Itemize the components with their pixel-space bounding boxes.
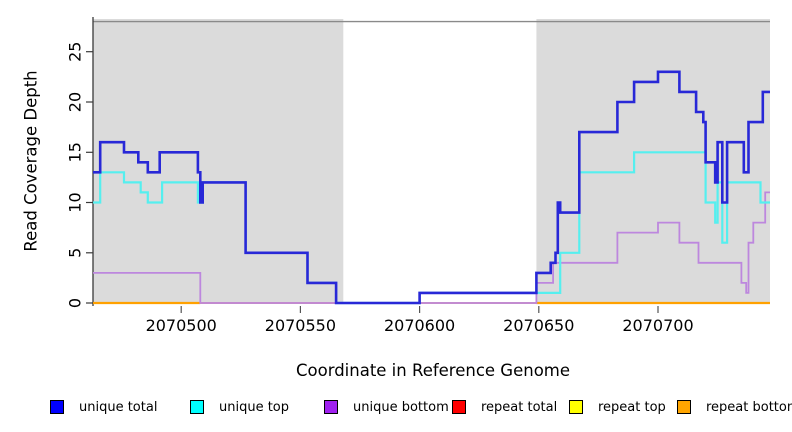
left-gray-region xyxy=(93,19,344,304)
x-axis-title: Coordinate in Reference Genome xyxy=(295,361,571,380)
x-tick-label: 2070500 xyxy=(146,316,217,335)
y-tick-label: 25 xyxy=(66,42,85,62)
legend-label: unique bottom xyxy=(353,399,449,415)
y-axis-title: Read Coverage Depth xyxy=(21,70,41,252)
x-tick-label: 2070650 xyxy=(503,316,574,335)
y-tick-label: 10 xyxy=(66,192,85,212)
legend-swatch-repeat-bottom xyxy=(677,400,691,414)
legend-swatch-repeat-top xyxy=(569,400,583,414)
legend-label: repeat top xyxy=(598,399,666,415)
legend-label: unique top xyxy=(219,399,290,415)
y-tick-label: 15 xyxy=(66,142,85,162)
x-tick-label: 2070600 xyxy=(384,316,455,335)
legend-swatch-unique-total xyxy=(50,400,64,414)
legend-label: repeat bottom xyxy=(706,399,792,415)
series-unique-bottom xyxy=(93,191,770,304)
legend: unique total unique top unique bottom repea… xyxy=(0,398,792,418)
y-tick-label: 5 xyxy=(66,248,85,258)
legend-swatch-unique-top xyxy=(190,400,204,414)
legend-swatch-unique-bottom xyxy=(324,400,338,414)
legend-item-repeat-bottom: repeat bottom xyxy=(677,398,792,416)
legend-label: repeat total xyxy=(481,399,558,415)
right-gray-region xyxy=(536,19,770,304)
y-tick-label: 20 xyxy=(66,92,85,112)
legend-item-unique-total: unique total xyxy=(50,398,157,416)
legend-item-unique-bottom: unique bottom xyxy=(324,398,449,416)
series-unique-total xyxy=(93,70,770,305)
legend-label: unique total xyxy=(79,399,158,415)
x-tick-label: 2070550 xyxy=(265,316,336,335)
legend-swatch-repeat-total xyxy=(452,400,466,414)
legend-item-repeat-top: repeat top xyxy=(569,398,666,416)
legend-item-unique-top: unique top xyxy=(190,398,289,416)
y-tick-label: 0 xyxy=(66,298,85,308)
x-tick-label: 2070700 xyxy=(622,316,693,335)
legend-item-repeat-total: repeat total xyxy=(452,398,557,416)
